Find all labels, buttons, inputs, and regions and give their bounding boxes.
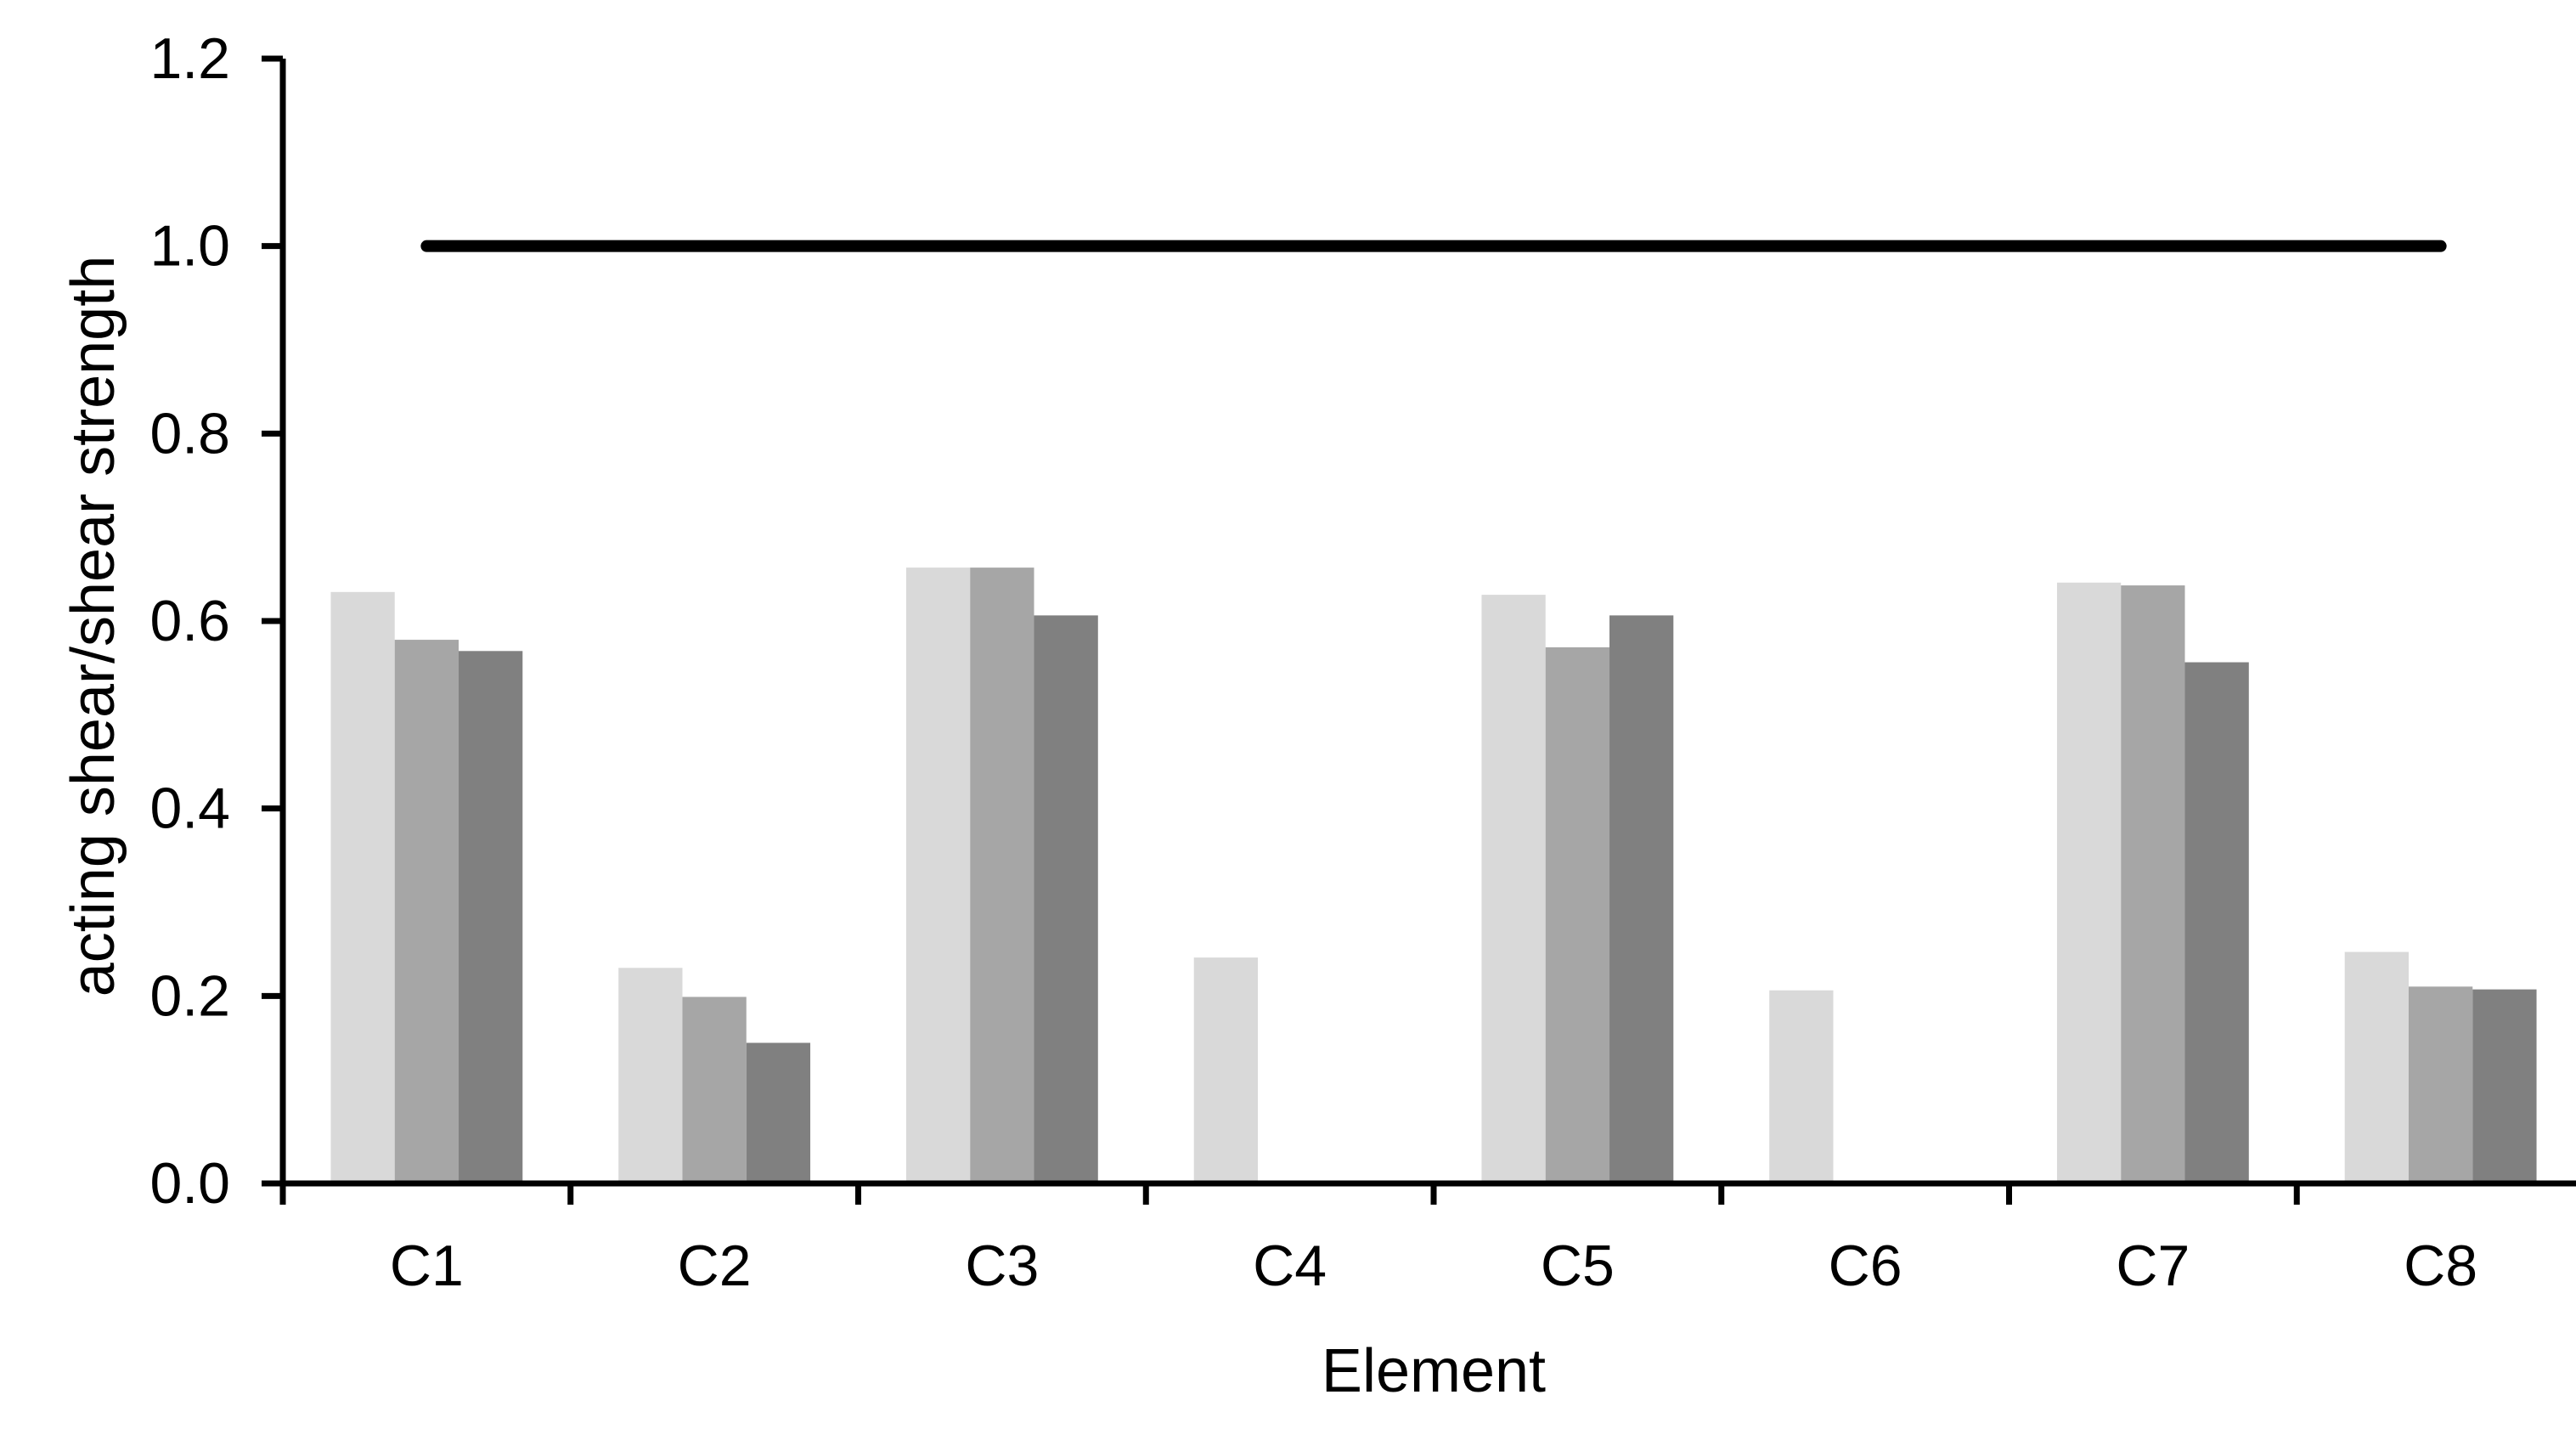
- y-tick-label: 0.2: [149, 963, 230, 1028]
- tick-labels-layer: 0.0 0.2 0.4 0.6 0.8 1.0 1.2 C1 C2 C3 C4 C5 C6 C7 C8: [149, 26, 2477, 1298]
- bar-c1-series-1-light-gray: [330, 591, 395, 1183]
- bar-c5-series-2-medium-gray: [1545, 647, 1610, 1183]
- axes-layer: [262, 55, 2576, 1205]
- x-tick-label-c1: C1: [390, 1234, 464, 1298]
- y-tick-label: 0.8: [149, 401, 230, 466]
- y-tick-label: 0.6: [149, 589, 230, 653]
- x-tick-label-c8: C8: [2404, 1234, 2477, 1298]
- bar-c1-series-2-medium-gray: [394, 640, 459, 1183]
- x-tick-label-c2: C2: [678, 1234, 752, 1298]
- y-tick-label: 1.2: [149, 26, 230, 91]
- y-tick-label: 1.0: [149, 214, 230, 279]
- x-axis-title: Element: [1322, 1337, 1546, 1405]
- bar-c7-series-2-medium-gray: [2121, 585, 2185, 1183]
- bar-c3-series-2-medium-gray: [970, 568, 1034, 1183]
- x-tick-label-c6: C6: [1829, 1234, 1902, 1298]
- bar-c8-series-3-dark-gray: [2472, 989, 2537, 1183]
- y-axis-title: acting shear/shear strength: [59, 256, 127, 997]
- bars-layer: [330, 568, 2537, 1183]
- x-tick-label-c5: C5: [1541, 1234, 1615, 1298]
- bar-c3-series-1-light-gray: [905, 568, 971, 1183]
- bar-c5-series-1-light-gray: [1481, 595, 1546, 1183]
- bar-chart-canvas: 0.0 0.2 0.4 0.6 0.8 1.0 1.2 C1 C2 C3 C4 C5 C6 C7 C8 ac…: [59, 26, 2576, 1405]
- bar-c4-series-1-light-gray: [1193, 957, 1258, 1183]
- bar-c3-series-3-dark-gray: [1034, 615, 1098, 1183]
- bar-c7-series-1-light-gray: [2056, 582, 2122, 1183]
- x-tick-label-c4: C4: [1253, 1234, 1327, 1298]
- bar-c1-series-3-dark-gray: [459, 651, 523, 1183]
- bar-c8-series-2-medium-gray: [2408, 986, 2473, 1183]
- bar-c7-series-3-dark-gray: [2184, 662, 2249, 1183]
- bar-c2-series-2-medium-gray: [682, 997, 747, 1183]
- bar-c5-series-3-dark-gray: [1609, 615, 1674, 1183]
- x-tick-label-c7: C7: [2116, 1234, 2190, 1298]
- bar-c2-series-3-dark-gray: [746, 1042, 811, 1183]
- x-tick-label-c3: C3: [965, 1234, 1039, 1298]
- y-tick-label: 0.0: [149, 1151, 230, 1216]
- y-tick-label: 0.4: [149, 776, 230, 841]
- bar-c6-series-1-light-gray: [1769, 990, 1834, 1183]
- bar-c8-series-1-light-gray: [2344, 952, 2409, 1183]
- bar-c2-series-1-light-gray: [618, 968, 683, 1183]
- bar-chart-figure: 0.0 0.2 0.4 0.6 0.8 1.0 1.2 C1 C2 C3 C4 C5 C6 C7 C8 ac…: [34, 14, 2576, 1426]
